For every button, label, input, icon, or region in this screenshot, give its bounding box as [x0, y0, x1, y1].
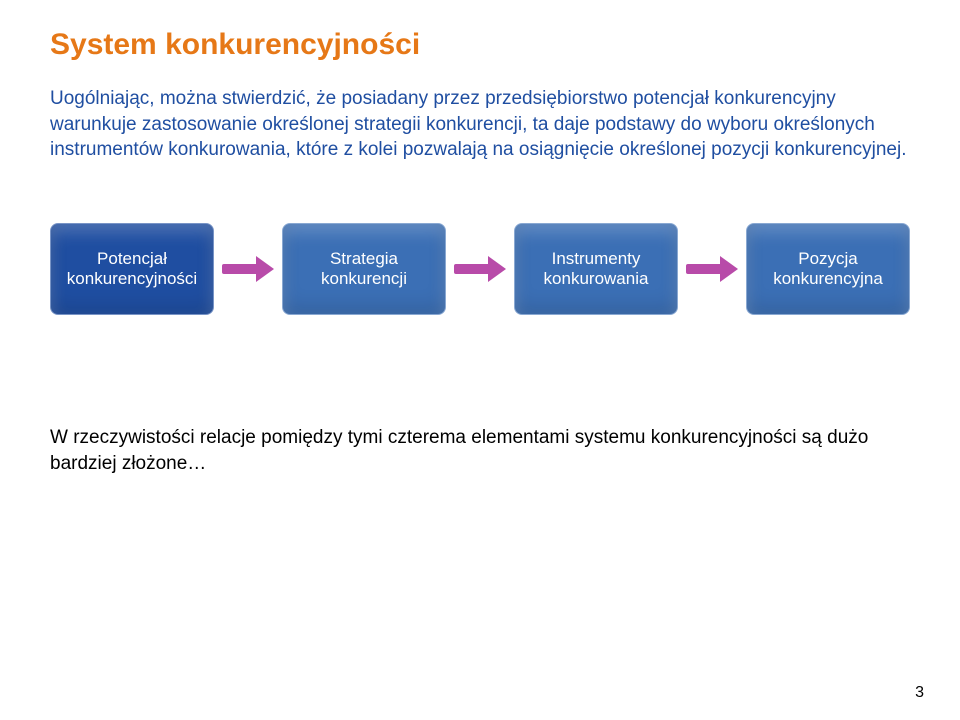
footnote-paragraph: W rzeczywistości relacje pomiędzy tymi c… — [50, 425, 910, 476]
flow-box-2-line2: konkurencji — [321, 269, 407, 289]
flow-box-3: Instrumenty konkurowania — [514, 223, 678, 315]
arrow-icon — [222, 256, 274, 282]
flow-row: Potencjał konkurencyjności Strategia kon… — [50, 223, 910, 315]
arrow-icon — [686, 256, 738, 282]
arrow-icon — [454, 256, 506, 282]
page-number: 3 — [915, 684, 924, 702]
flow-box-2-line1: Strategia — [330, 249, 398, 269]
flow-box-1: Potencjał konkurencyjności — [50, 223, 214, 315]
flow-box-4-line1: Pozycja — [798, 249, 858, 269]
flow-box-1-line2: konkurencyjności — [67, 269, 197, 289]
flow-box-4-line2: konkurencyjna — [773, 269, 883, 289]
page-title: System konkurencyjności — [50, 28, 910, 62]
flow-box-2: Strategia konkurencji — [282, 223, 446, 315]
intro-paragraph: Uogólniając, można stwierdzić, że posiad… — [50, 86, 910, 163]
flow-box-3-line1: Instrumenty — [552, 249, 641, 269]
flow-box-4: Pozycja konkurencyjna — [746, 223, 910, 315]
flow-box-3-line2: konkurowania — [544, 269, 649, 289]
flow-box-1-line1: Potencjał — [97, 249, 167, 269]
